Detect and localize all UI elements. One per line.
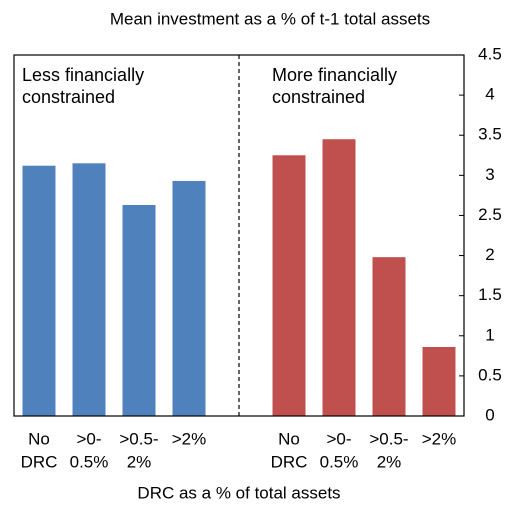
series-label: Less financially constrained: [22, 65, 145, 107]
x-tick-label: >0-: [326, 429, 351, 448]
series-label-text: More financially constrained: [272, 65, 398, 107]
y-tick-label: 1: [485, 325, 494, 344]
y-tick-label: 4: [485, 85, 494, 104]
y-tick-label: 2.5: [478, 205, 502, 224]
x-tick-label: >0.5-: [369, 429, 408, 448]
x-tick-label: DRC: [271, 452, 308, 471]
x-tick-label: No: [278, 429, 300, 448]
bar: [122, 205, 156, 416]
x-tick-label: >0.5-: [119, 429, 158, 448]
y-tick-label: 1.5: [478, 285, 502, 304]
bar: [272, 155, 306, 416]
bar: [422, 347, 456, 416]
x-tick-label: 2%: [127, 452, 152, 471]
bar: [322, 139, 356, 416]
y-tick-label: 0: [485, 405, 494, 424]
series-label-text: Less financially constrained: [22, 65, 145, 107]
x-tick-label: >2%: [172, 429, 207, 448]
x-tick-label: >0-: [76, 429, 101, 448]
y-tick-label: 3.5: [478, 125, 502, 144]
y-tick-label: 4.5: [478, 44, 502, 63]
x-tick-label: >2%: [422, 429, 457, 448]
series-label: More financially constrained: [272, 65, 398, 107]
y-tick-label: 3: [485, 165, 494, 184]
x-axis-label: DRC as a % of total assets: [137, 483, 340, 502]
x-tick-label: DRC: [21, 452, 58, 471]
bar: [72, 163, 106, 416]
x-tick-label: 0.5%: [70, 452, 109, 471]
plot-frame: [13, 54, 465, 417]
bar: [172, 180, 206, 416]
bar: [22, 165, 56, 416]
y-tick-label: 2: [485, 245, 494, 264]
chart-title: Mean investment as a % of t-1 total asse…: [110, 9, 430, 28]
x-tick-label: 2%: [377, 452, 402, 471]
y-tick-label: 0.5: [478, 365, 502, 384]
x-tick-label: 0.5%: [320, 452, 359, 471]
bar: [372, 257, 406, 416]
x-tick-label: No: [28, 429, 50, 448]
